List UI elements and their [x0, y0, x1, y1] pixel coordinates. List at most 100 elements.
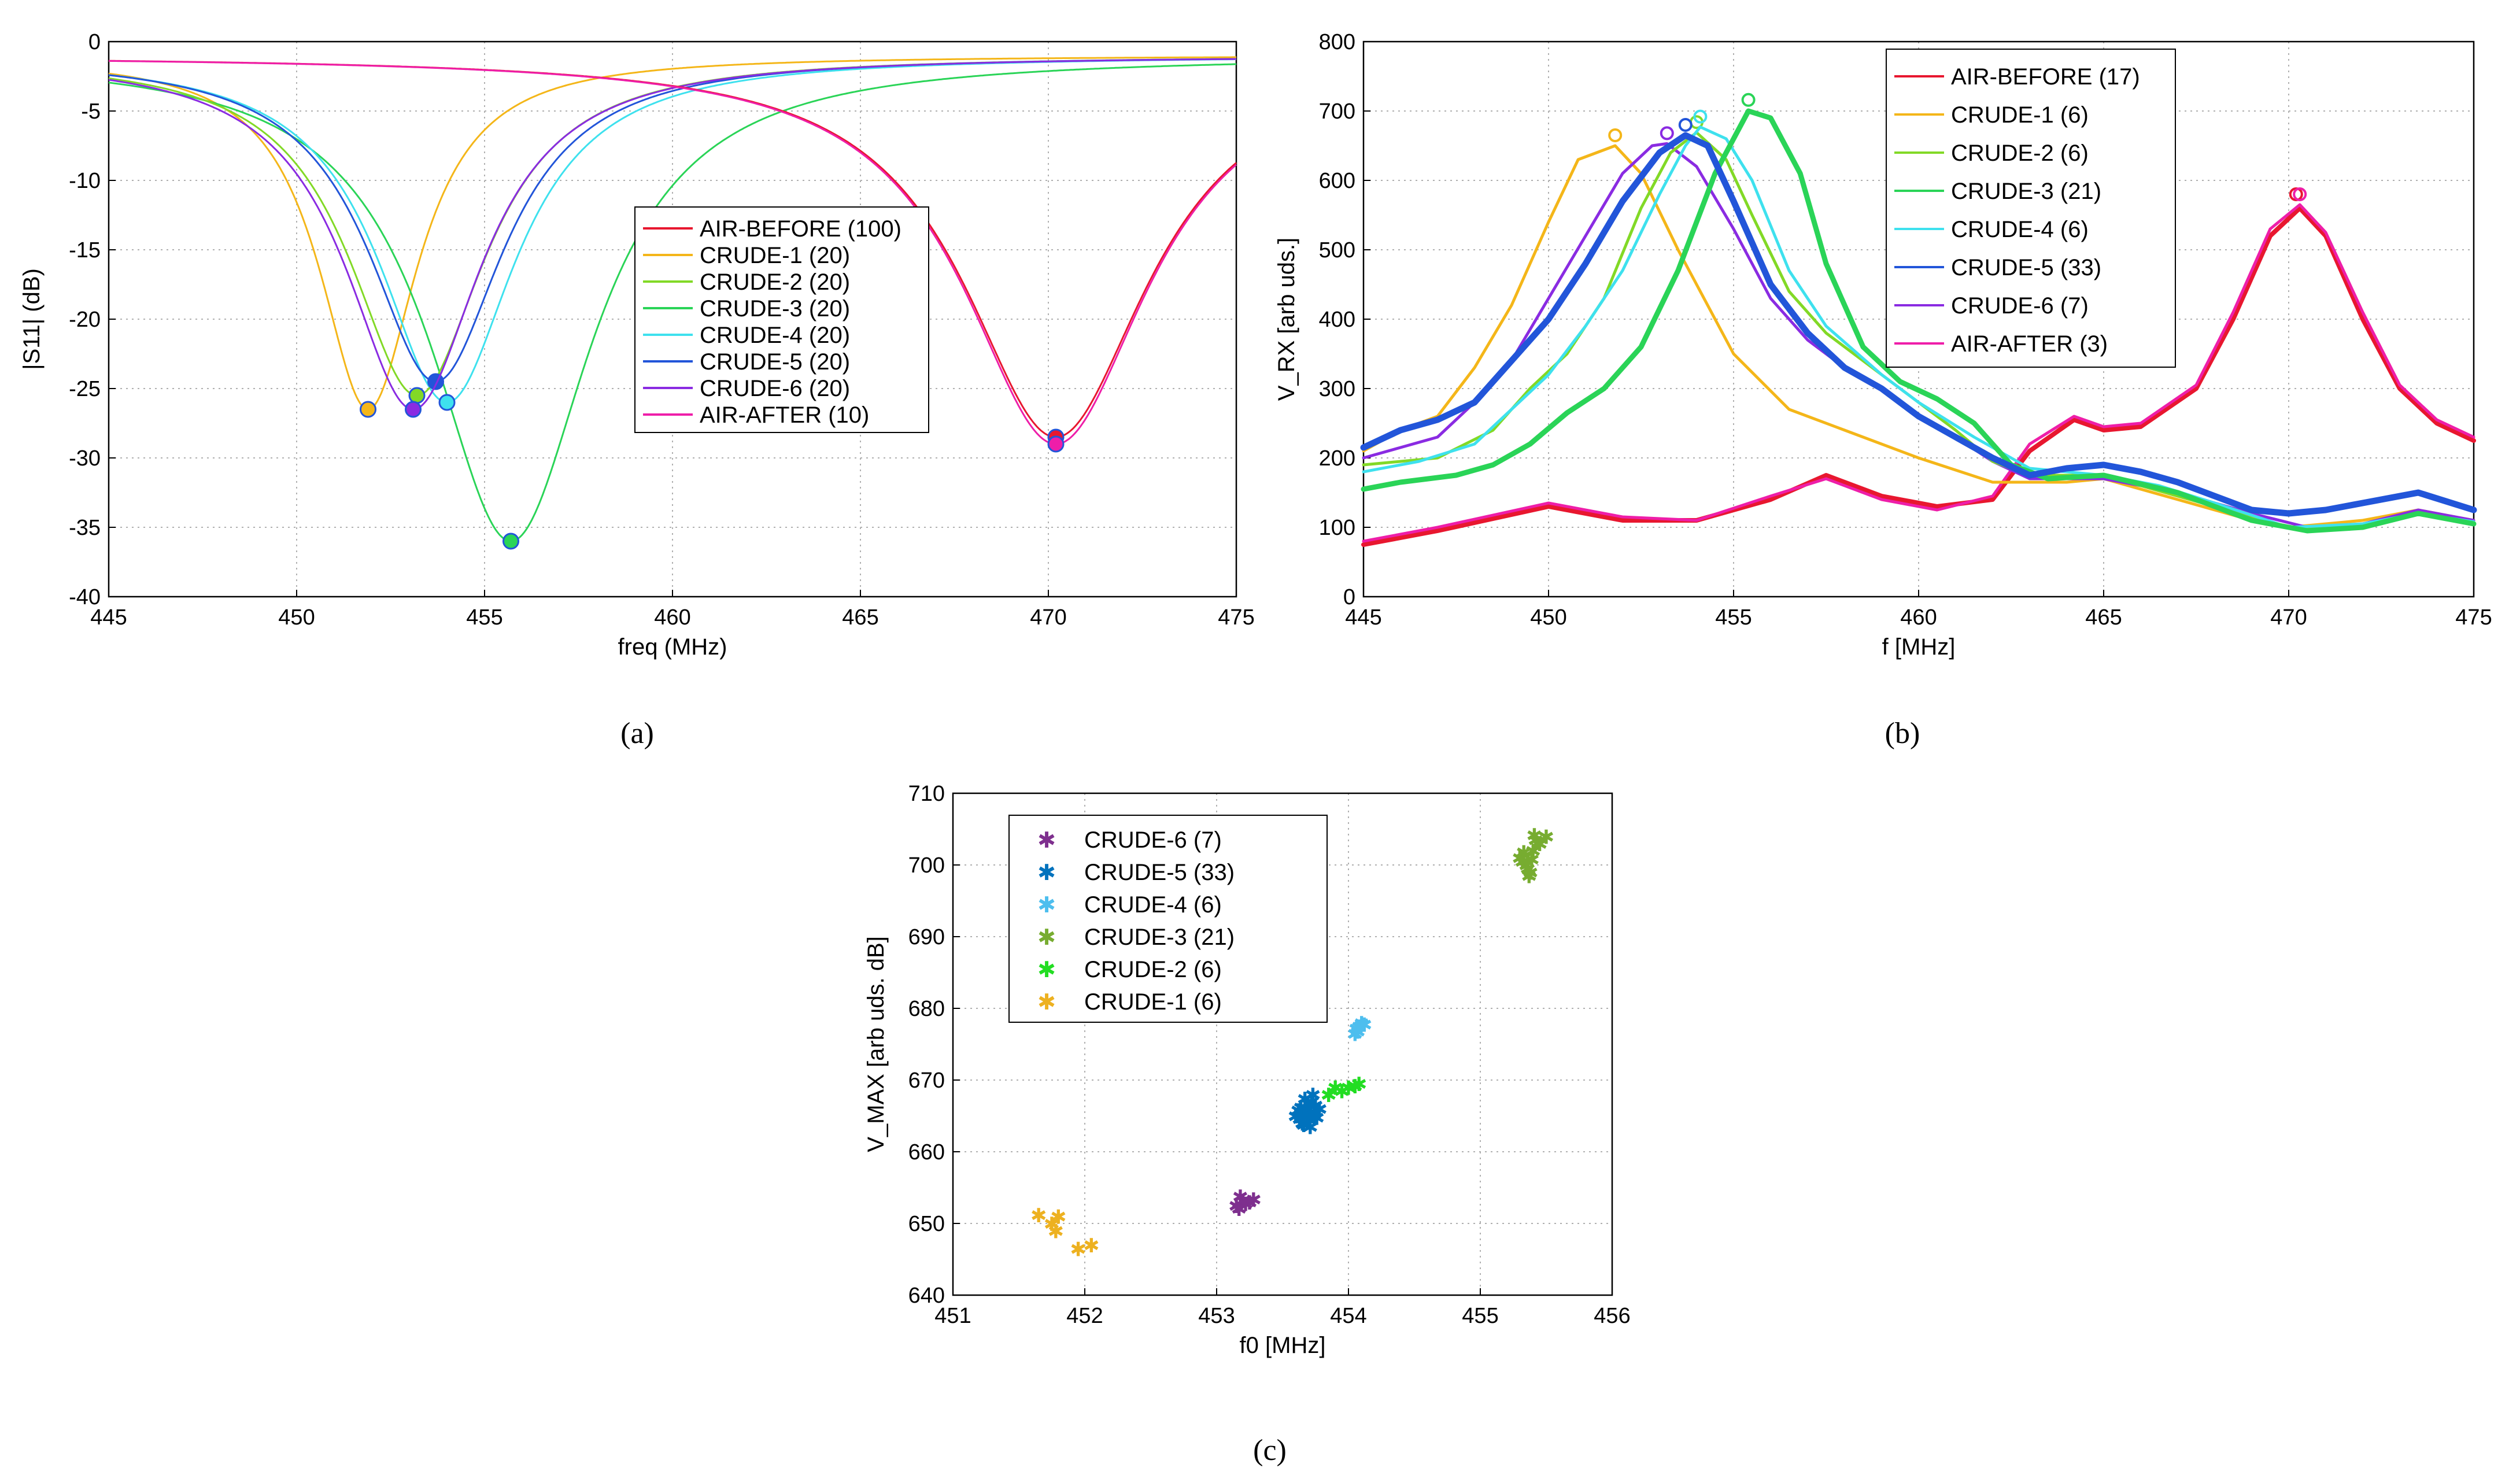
legend-label: CRUDE-2 (6)	[1951, 140, 2089, 166]
series-line-crude-4-6	[1362, 125, 2475, 529]
legend-item-air-before-17: AIR-BEFORE (17)	[1894, 64, 2140, 90]
y-tick-label: 650	[908, 1212, 945, 1236]
scatter-point-crude-6-7: ✱	[1237, 1193, 1254, 1216]
scatter-point-crude-6-7: ✱	[1232, 1186, 1249, 1209]
y-tick-label: -20	[69, 308, 101, 332]
y-tick-label: 0	[88, 30, 101, 54]
scatter-point-crude-6-7: ✱	[1246, 1189, 1262, 1212]
legend-label: CRUDE-6 (20)	[700, 376, 850, 401]
legend-item-crude-2-6: ✱ CRUDE-2 (6)	[1037, 957, 1222, 982]
scatter-point-crude-1-6: ✱	[1044, 1213, 1061, 1236]
scatter-point-crude-4-6: ✱	[1347, 1023, 1364, 1046]
panel-label-c: (c)	[1253, 1434, 1287, 1467]
series-line-air-after-3	[1362, 203, 2475, 543]
x-tick-label: 456	[1594, 1304, 1630, 1328]
x-axis-label: f [MHz]	[1882, 634, 1956, 660]
scatter-point-crude-5-33: ✱	[1295, 1114, 1312, 1137]
legend-label: CRUDE-3 (20)	[700, 296, 850, 321]
legend-item-air-before-100: AIR-BEFORE (100)	[643, 216, 901, 242]
legend-label: CRUDE-2 (20)	[700, 269, 850, 295]
scatter-point-crude-5-33: ✱	[1300, 1109, 1317, 1132]
scatter-point-crude-2-6: ✱	[1327, 1077, 1344, 1100]
y-tick-label: -30	[69, 446, 101, 471]
legend-label: CRUDE-6 (7)	[1084, 827, 1222, 853]
scatter-point-crude-4-6: ✱	[1354, 1012, 1370, 1036]
legend-label: AIR-AFTER (3)	[1951, 331, 2108, 357]
legend-item-crude-3-21: ✱ CRUDE-3 (21)	[1037, 925, 1235, 950]
x-tick-label: 455	[466, 605, 502, 630]
legend-item-crude-5-20: CRUDE-5 (20)	[643, 349, 850, 375]
legend-item-crude-3-20: CRUDE-3 (20)	[643, 296, 850, 321]
plot-frame	[1362, 40, 2475, 598]
legend-marker: ✱	[1037, 860, 1056, 885]
chart-panel-c: 451 452 453 454 455 456 640 650 660 670 680 690 700 7…	[863, 782, 1631, 1358]
scatter-point-crude-6-7: ✱	[1231, 1198, 1248, 1221]
series-line-crude-1-20	[108, 56, 1236, 411]
x-tick-label: 455	[1462, 1304, 1498, 1328]
legend-label: AIR-BEFORE (17)	[1951, 64, 2140, 90]
legend-item-crude-1-6: CRUDE-1 (6)	[1894, 102, 2089, 128]
legend-box	[1008, 815, 1328, 1023]
x-tick-label: 470	[2270, 605, 2307, 630]
min-marker-crude-2-20	[408, 387, 426, 404]
legend-label: CRUDE-2 (6)	[1084, 957, 1222, 982]
legend-marker: ✱	[1037, 989, 1056, 1015]
y-tick-label: 700	[908, 853, 945, 878]
legend-marker: ✱	[1037, 827, 1056, 853]
scatter-point-crude-3-21: ✱	[1525, 840, 1542, 863]
peak-marker-crude-6-7	[1660, 126, 1674, 140]
x-tick-label: 465	[842, 605, 878, 630]
scatter-point-crude-5-33: ✱	[1299, 1093, 1316, 1116]
legend-item-crude-4-6: ✱ CRUDE-4 (6)	[1037, 892, 1222, 918]
x-tick-label: 454	[1330, 1304, 1366, 1328]
legend-item-air-after-3: AIR-AFTER (3)	[1894, 331, 2108, 357]
scatter-point-crude-3-21: ✱	[1514, 851, 1531, 874]
scatter-point-crude-4-6: ✱	[1348, 1018, 1365, 1041]
x-axis-label: freq (MHz)	[618, 634, 727, 660]
scatter-point-crude-3-21: ✱	[1521, 866, 1538, 889]
x-tick-label: 452	[1066, 1304, 1103, 1328]
y-tick-label: 500	[1319, 238, 1355, 262]
y-tick-label: -5	[81, 99, 101, 124]
min-marker-crude-5-20	[427, 373, 444, 390]
scatter-point-crude-5-33: ✱	[1290, 1100, 1307, 1123]
series-line-crude-3-21	[1361, 108, 2477, 534]
legend-box	[634, 206, 929, 433]
legend-label: CRUDE-6 (7)	[1951, 293, 2089, 319]
scatter-point-crude-4-6: ✱	[1356, 1014, 1373, 1037]
x-tick-label: 470	[1030, 605, 1066, 630]
peak-marker-crude-1-6	[1608, 128, 1623, 142]
scatter-point-crude-4-6: ✱	[1350, 1021, 1366, 1044]
y-tick-label: 400	[1319, 308, 1355, 332]
scatter-point-crude-1-6: ✱	[1030, 1204, 1047, 1227]
x-tick-label: 475	[2455, 605, 2492, 630]
scatter-point-crude-5-33: ✱	[1291, 1108, 1308, 1132]
scatter-point-crude-1-6: ✱	[1070, 1238, 1087, 1261]
legend-label: AIR-AFTER (10)	[700, 402, 869, 428]
series-line-crude-6-20	[108, 58, 1236, 411]
scatter-point-crude-1-6: ✱	[1083, 1234, 1100, 1258]
legend-label: CRUDE-4 (6)	[1951, 217, 2089, 242]
y-tick-label: 100	[1319, 516, 1355, 540]
y-tick-label: 710	[908, 782, 945, 806]
x-tick-label: 460	[1900, 605, 1937, 630]
panel-label-b: (b)	[1885, 717, 1920, 750]
legend-item-crude-5-33: CRUDE-5 (33)	[1894, 255, 2101, 280]
scatter-point-crude-3-21: ✱	[1516, 842, 1532, 865]
y-axis-label: V_RX [arb uds.]	[1274, 238, 1299, 401]
plot-frame	[108, 40, 1237, 598]
y-axis-label: V_MAX [arb uds. dB]	[863, 936, 889, 1152]
scatter-point-crude-3-21: ✱	[1520, 858, 1536, 881]
legend-label: CRUDE-3 (21)	[1084, 925, 1235, 950]
scatter-point-crude-2-6: ✱	[1333, 1081, 1350, 1104]
scatter-point-crude-6-7: ✱	[1241, 1192, 1258, 1215]
chart-panel-a: 445 450 455 460 465 470 475 0 -5 -10 -15 -20 -25 -30 -…	[19, 30, 1255, 660]
scatter-point-crude-5-33: ✱	[1300, 1099, 1317, 1122]
scatter-point-crude-5-33: ✱	[1302, 1116, 1319, 1140]
legend-marker: ✱	[1037, 957, 1056, 982]
plot-frame	[952, 792, 1613, 1296]
y-tick-label: -10	[69, 169, 101, 193]
scatter-point-crude-2-6: ✱	[1351, 1073, 1368, 1096]
legend-label: CRUDE-1 (20)	[700, 243, 850, 268]
legend-label: CRUDE-4 (6)	[1084, 892, 1222, 918]
